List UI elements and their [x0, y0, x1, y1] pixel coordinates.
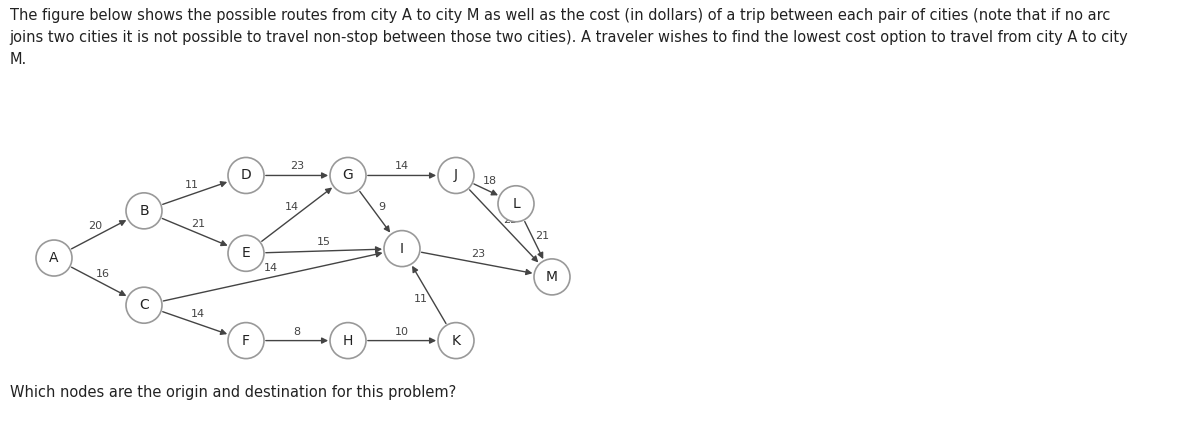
Ellipse shape: [438, 323, 474, 359]
Text: E: E: [241, 246, 251, 260]
Ellipse shape: [228, 235, 264, 271]
Text: 14: 14: [264, 263, 278, 273]
Text: C: C: [139, 298, 149, 312]
Ellipse shape: [228, 157, 264, 193]
Ellipse shape: [36, 240, 72, 276]
Ellipse shape: [126, 287, 162, 323]
Text: H: H: [343, 334, 353, 348]
Text: M: M: [546, 270, 558, 284]
Text: 18: 18: [482, 176, 497, 187]
Text: F: F: [242, 334, 250, 348]
Text: D: D: [241, 168, 251, 182]
Text: 11: 11: [414, 294, 428, 304]
Text: 16: 16: [96, 269, 110, 279]
Text: The figure below shows the possible routes from city A to city M as well as the : The figure below shows the possible rout…: [10, 8, 1128, 67]
Text: 11: 11: [185, 180, 199, 190]
Ellipse shape: [228, 323, 264, 359]
Text: 21: 21: [535, 231, 550, 242]
Ellipse shape: [330, 157, 366, 193]
Ellipse shape: [330, 323, 366, 359]
Ellipse shape: [126, 193, 162, 229]
Text: 23: 23: [290, 162, 304, 171]
Text: 10: 10: [395, 327, 409, 337]
Text: L: L: [512, 197, 520, 211]
Text: K: K: [451, 334, 461, 348]
Text: G: G: [343, 168, 353, 182]
Text: 23: 23: [504, 215, 517, 225]
Text: 14: 14: [284, 202, 299, 212]
Text: A: A: [49, 251, 59, 265]
Text: 8: 8: [294, 327, 300, 337]
Ellipse shape: [498, 186, 534, 222]
Ellipse shape: [438, 157, 474, 193]
Text: B: B: [139, 204, 149, 218]
Text: 23: 23: [472, 249, 486, 259]
Text: 9: 9: [379, 202, 386, 212]
Text: 15: 15: [317, 237, 331, 247]
Text: I: I: [400, 242, 404, 255]
Text: J: J: [454, 168, 458, 182]
Text: 20: 20: [88, 222, 102, 231]
Ellipse shape: [534, 259, 570, 295]
Text: 14: 14: [191, 309, 205, 319]
Text: 21: 21: [191, 219, 205, 229]
Text: 14: 14: [395, 162, 409, 171]
Text: Which nodes are the origin and destination for this problem?: Which nodes are the origin and destinati…: [10, 385, 456, 400]
Ellipse shape: [384, 231, 420, 266]
